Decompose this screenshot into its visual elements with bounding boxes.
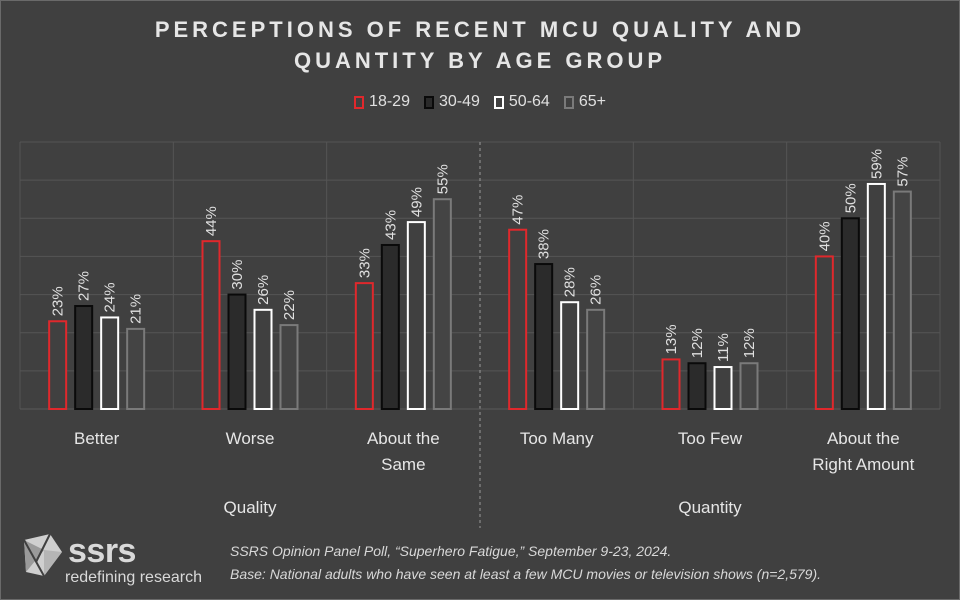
legend-item-18-29: 18-29	[354, 93, 410, 111]
bar	[48, 320, 68, 410]
bar	[354, 282, 374, 410]
bar	[508, 228, 528, 410]
legend-item-30-49: 30-49	[423, 93, 480, 111]
data-label: 57%	[894, 157, 911, 187]
data-label: 47%	[510, 195, 527, 225]
bar	[227, 293, 247, 411]
footer-base: Base: National adults who have seen at l…	[230, 566, 822, 582]
legend-swatch-30-49	[423, 95, 434, 109]
bar	[560, 301, 580, 411]
legend: 18-29 30-49 50-64 65+	[0, 93, 960, 111]
data-label: 43%	[382, 210, 399, 240]
data-label: 23%	[50, 286, 67, 316]
data-label: 38%	[536, 229, 553, 259]
bar	[687, 362, 707, 411]
bar	[814, 255, 834, 410]
chart-title-line-2: QUANTITY BY AGE GROUP	[293, 48, 667, 73]
category-label: Worse	[226, 429, 275, 448]
category-label: Too Few	[678, 429, 743, 448]
ssrs-logo-tagline: redefining research	[65, 569, 202, 586]
data-label: 33%	[356, 248, 373, 278]
data-label: 40%	[816, 221, 833, 251]
group-label: Quantity	[678, 498, 742, 517]
bar	[74, 305, 94, 410]
chart-title-line-1: PERCEPTIONS OF RECENT MCU QUALITY AND	[154, 17, 806, 42]
data-label: 12%	[741, 328, 758, 358]
bar	[661, 358, 681, 410]
legend-item-50-64: 50-64	[493, 93, 550, 111]
data-label: 55%	[434, 164, 451, 194]
legend-swatch-18-29	[354, 95, 365, 109]
data-label: 50%	[842, 183, 859, 213]
bar	[840, 217, 860, 410]
category-label: Too Many	[520, 429, 594, 448]
legend-label-50-64: 50-64	[508, 93, 550, 110]
bar	[126, 327, 146, 410]
bar	[432, 198, 452, 410]
bar	[380, 243, 400, 410]
category-label: Right Amount	[812, 455, 914, 474]
bar	[279, 324, 299, 411]
data-label: 22%	[281, 290, 298, 320]
data-label: 12%	[689, 328, 706, 358]
data-label: 59%	[868, 149, 885, 179]
bar	[534, 263, 554, 410]
data-label: 26%	[255, 275, 272, 305]
bar	[713, 366, 733, 410]
ssrs-logo: ssrs redefining research	[20, 530, 210, 590]
ssrs-logo-wordmark: ssrs	[68, 532, 136, 570]
category-label: About the	[367, 429, 440, 448]
data-label: 24%	[102, 282, 119, 312]
data-label: 21%	[128, 294, 145, 324]
data-label: 49%	[408, 187, 425, 217]
bar	[201, 240, 221, 410]
ssrs-logo-mark-icon	[23, 533, 62, 577]
footer-source: SSRS Opinion Panel Poll, “Superhero Fati…	[230, 543, 672, 559]
data-label: 13%	[663, 324, 680, 354]
data-label: 30%	[229, 260, 246, 290]
data-label: 26%	[588, 275, 605, 305]
data-label: 11%	[715, 333, 732, 362]
bar	[406, 221, 426, 410]
category-label: Same	[381, 455, 425, 474]
category-label: About the	[827, 429, 900, 448]
bar	[253, 308, 273, 411]
data-label: 44%	[203, 206, 220, 236]
bar	[100, 316, 120, 411]
legend-label-18-29: 18-29	[369, 93, 410, 110]
legend-label-65plus: 65+	[578, 93, 606, 110]
bar	[586, 308, 606, 411]
legend-label-30-49: 30-49	[438, 93, 480, 110]
legend-item-65plus: 65+	[563, 93, 606, 111]
bar	[866, 182, 886, 410]
group-label: Quality	[224, 498, 277, 517]
bar	[739, 362, 759, 411]
bar	[892, 190, 912, 410]
legend-swatch-50-64	[493, 95, 504, 109]
data-label: 28%	[562, 267, 579, 297]
data-label: 27%	[76, 271, 93, 301]
legend-swatch-65plus	[563, 95, 574, 109]
category-label: Better	[74, 429, 120, 448]
